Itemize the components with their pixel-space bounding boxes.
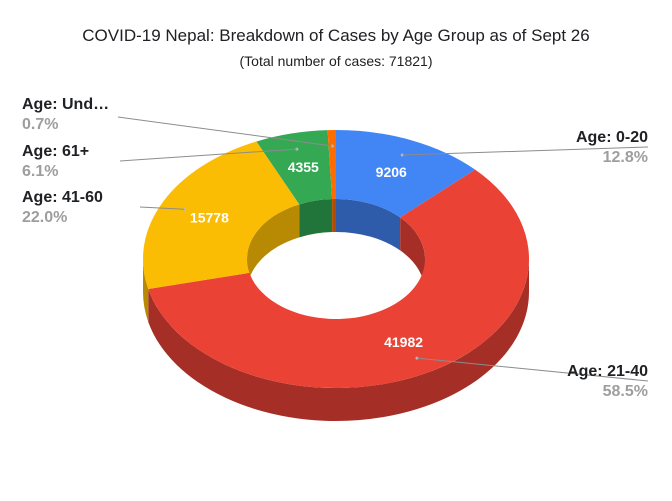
slice-side-inner-2 xyxy=(247,204,300,292)
legend-label-4: Age: Und… xyxy=(22,96,109,113)
leader-line-2 xyxy=(139,206,185,210)
slice-2 xyxy=(143,141,300,289)
legend-label-2: Age: 41-60 xyxy=(22,189,103,206)
legend-label-0: Age: 0-20 xyxy=(576,129,648,146)
chart-subtitle: (Total number of cases: 71821) xyxy=(240,53,433,69)
legend-percent-3: 6.1% xyxy=(22,163,58,180)
slice-side-inner-4 xyxy=(332,199,336,233)
value-label-3: 4355 xyxy=(288,159,319,175)
chart-title: COVID-19 Nepal: Breakdown of Cases by Ag… xyxy=(82,26,589,45)
leader-line-0 xyxy=(402,146,649,156)
slice-4 xyxy=(327,130,336,200)
legend-percent-1: 58.5% xyxy=(603,383,648,400)
legend-label-1: Age: 21-40 xyxy=(567,363,648,380)
slice-side-outer-2 xyxy=(143,259,149,322)
slice-side-inner-1 xyxy=(400,217,425,292)
donut-slices xyxy=(143,130,529,389)
slice-0 xyxy=(336,130,476,218)
leader-line-3 xyxy=(119,148,297,162)
slice-3 xyxy=(256,130,333,205)
donut-sides xyxy=(143,199,529,421)
legend-percent-0: 12.8% xyxy=(603,149,648,166)
value-label-0: 9206 xyxy=(376,164,407,180)
legend-label-3: Age: 61+ xyxy=(22,143,89,160)
slice-side-inner-3 xyxy=(299,199,333,238)
value-label-2: 15778 xyxy=(190,209,229,225)
value-label-1: 41982 xyxy=(384,334,423,350)
leader-line-4 xyxy=(117,116,333,147)
legend-percent-4: 0.7% xyxy=(22,116,58,133)
legend: Age: 0-20 12.8% Age: 21-40 58.5% Age: 41-60 2… xyxy=(22,96,648,400)
slice-1 xyxy=(148,169,529,389)
legend-percent-2: 22.0% xyxy=(22,209,67,226)
leader-line-1 xyxy=(416,357,649,382)
slice-side-outer-1 xyxy=(148,259,529,421)
value-labels: 9206 41982 15778 4355 xyxy=(190,159,423,350)
slice-side-inner-0 xyxy=(336,199,401,251)
